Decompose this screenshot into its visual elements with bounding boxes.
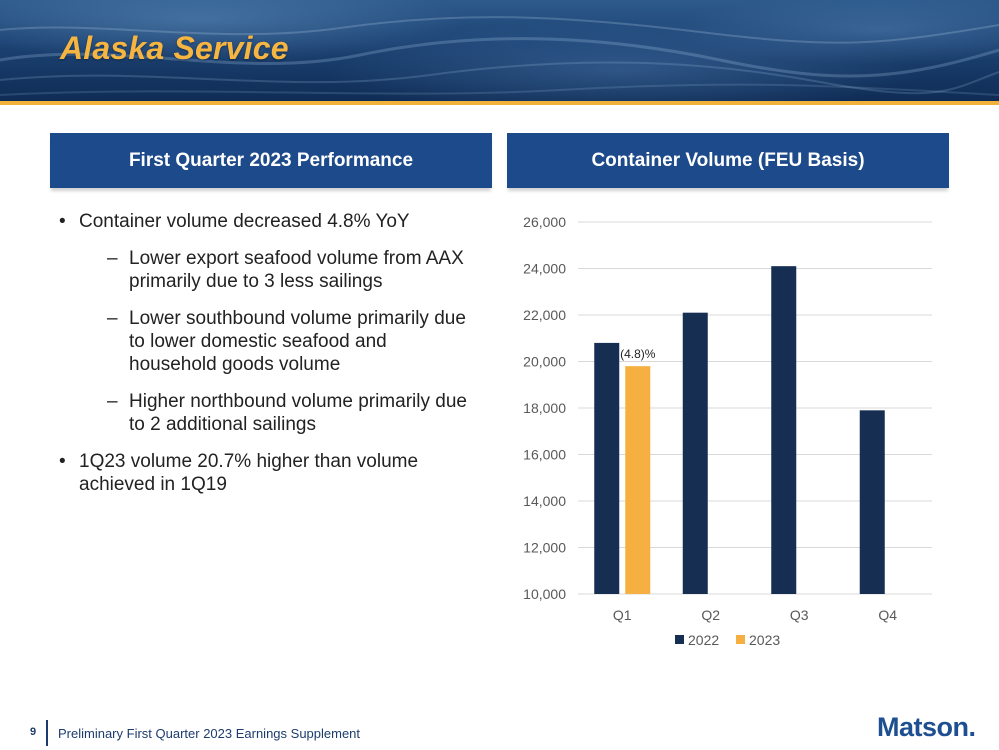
bullet-icon: •	[59, 211, 66, 232]
sub-bullet-item: – Higher northbound volume primarily due…	[57, 390, 477, 436]
legend-swatch-2022	[675, 635, 684, 644]
legend-swatch-2023	[736, 635, 745, 644]
page-number: 9	[30, 726, 37, 738]
sub-bullet-item: – Lower export seafood volume from AAX p…	[57, 247, 477, 293]
y-tick-label: 18,000	[523, 400, 566, 416]
sub-bullet-item: – Lower southbound volume primarily due …	[57, 307, 477, 376]
matson-logo: Matson.	[877, 712, 976, 742]
bar-2022-Q2	[682, 312, 708, 594]
bar-2022-Q4	[859, 410, 885, 594]
dash-icon: –	[107, 391, 118, 412]
y-tick-label: 14,000	[523, 493, 566, 509]
dash-icon: –	[107, 308, 118, 329]
x-tick-label: Q4	[878, 607, 897, 623]
ocean-waves-graphic	[0, 16, 999, 96]
y-tick-label: 26,000	[523, 214, 566, 230]
gold-divider	[0, 101, 999, 105]
bar-2022-Q1	[594, 342, 620, 594]
right-panel-title: Container Volume (FEU Basis)	[591, 149, 865, 171]
legend-label: 2023	[749, 632, 780, 648]
bar-2022-Q3	[771, 266, 797, 594]
left-panel-header: First Quarter 2023 Performance	[50, 133, 492, 188]
slide-title: Alaska Service	[60, 30, 289, 66]
y-tick-label: 24,000	[523, 261, 566, 277]
y-tick-label: 10,000	[523, 586, 566, 602]
header-banner: Alaska Service	[0, 0, 999, 101]
performance-bullets: • Container volume decreased 4.8% YoY – …	[57, 210, 477, 510]
sub-bullet-text: Higher northbound volume primarily due t…	[129, 391, 467, 435]
bullet-text: Container volume decreased 4.8% YoY	[79, 211, 410, 232]
y-tick-label: 20,000	[523, 354, 566, 370]
bar-2023-Q1	[625, 366, 651, 594]
bullet-item: • Container volume decreased 4.8% YoY	[57, 210, 477, 233]
y-tick-label: 12,000	[523, 540, 566, 556]
x-tick-label: Q3	[790, 607, 809, 623]
bullet-item: • 1Q23 volume 20.7% higher than volume a…	[57, 450, 477, 496]
right-panel-header: Container Volume (FEU Basis)	[507, 133, 949, 188]
y-tick-label: 16,000	[523, 447, 566, 463]
container-volume-chart: 10,000 12,000 14,000 16,000 18,000 20,000 22,0…	[523, 214, 932, 648]
dash-icon: –	[107, 248, 118, 269]
y-tick-label: 22,000	[523, 307, 566, 323]
sub-bullet-text: Lower southbound volume primarily due to…	[129, 308, 466, 375]
bullet-icon: •	[59, 451, 66, 472]
data-label-annotation: (4.8)%	[620, 347, 656, 361]
x-tick-label: Q1	[613, 607, 632, 623]
bullet-text: 1Q23 volume 20.7% higher than volume ach…	[79, 451, 419, 495]
footer-text: Preliminary First Quarter 2023 Earnings …	[58, 726, 361, 741]
legend-label: 2022	[688, 632, 719, 648]
left-panel-title: First Quarter 2023 Performance	[128, 149, 414, 171]
footer-divider	[46, 720, 48, 746]
x-tick-label: Q2	[701, 607, 720, 623]
sub-bullet-text: Lower export seafood volume from AAX pri…	[129, 248, 464, 292]
